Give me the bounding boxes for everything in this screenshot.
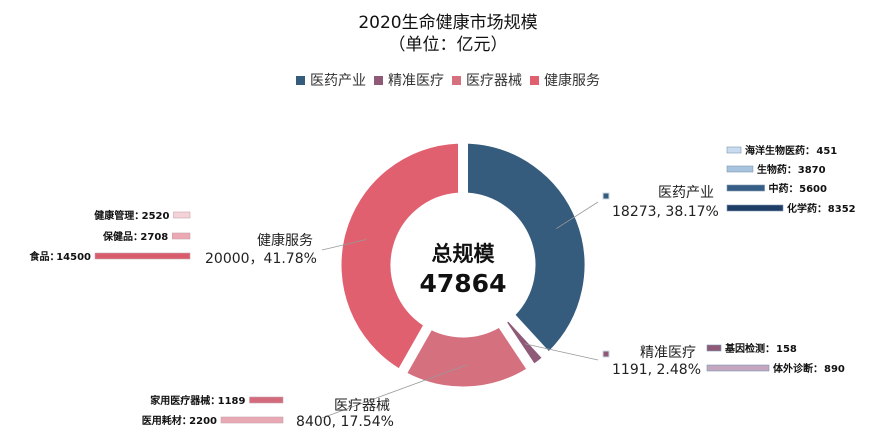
sub-item-value: 14500 xyxy=(56,252,91,263)
legend-swatch xyxy=(296,75,305,85)
sub-item-value: 5600 xyxy=(799,184,827,195)
pie-slice xyxy=(505,320,543,365)
sub-item-value: 2200 xyxy=(189,416,217,427)
sub-item-bar xyxy=(706,364,770,372)
leader-line xyxy=(321,364,467,419)
sub-item-value: 451 xyxy=(816,146,837,157)
label-marker xyxy=(602,192,610,200)
sub-item-label: 海洋生物医药： xyxy=(745,144,815,157)
sub-item-value: 2708 xyxy=(140,232,168,243)
legend-item: 医疗器械 xyxy=(452,70,522,90)
sub-item-label: 健康管理： xyxy=(94,209,144,222)
pie-slice xyxy=(340,142,460,370)
legend-swatch xyxy=(452,75,461,85)
sub-item-label: 生物药： xyxy=(757,163,797,176)
sub-item-label: 化学药： xyxy=(787,202,827,215)
chart-title-block: 2020生命健康市场规模 （单位：亿元） xyxy=(0,12,896,56)
legend-swatch xyxy=(374,75,383,85)
legend-item: 精准医疗 xyxy=(374,70,444,90)
sub-item-value: 1189 xyxy=(218,396,246,407)
sub-item-bar xyxy=(249,396,284,404)
sub-item-label: 中药： xyxy=(769,182,799,195)
leader-line xyxy=(321,239,367,251)
category-value-label: 8400, 17.54% xyxy=(296,414,394,430)
sub-item-label: 保健品： xyxy=(102,230,143,243)
legend-label: 医药产业 xyxy=(310,73,366,89)
category-label: 精准医疗 xyxy=(640,345,696,361)
sub-item-bar xyxy=(220,416,284,424)
chart-title: 2020生命健康市场规模 xyxy=(358,13,538,33)
legend-item: 健康服务 xyxy=(530,70,600,90)
sub-item-bar xyxy=(726,184,765,192)
sub-item-bar xyxy=(173,211,191,219)
sub-item-label: 家用医疗器械： xyxy=(150,394,220,407)
sub-item-value: 3870 xyxy=(798,165,826,176)
center-label-title: 总规模 xyxy=(432,242,496,266)
sub-item-bar xyxy=(726,146,742,154)
sub-item-value: 8352 xyxy=(828,204,856,215)
sub-item-label: 基因检测： xyxy=(724,342,775,355)
sub-item-label: 医用耗材： xyxy=(142,414,192,427)
legend-label: 健康服务 xyxy=(544,73,600,89)
sub-item-label: 食品： xyxy=(29,250,60,263)
category-label: 健康服务 xyxy=(257,232,313,249)
sub-item-bar xyxy=(706,344,722,352)
legend-label: 医疗器械 xyxy=(466,73,522,89)
sub-item-value: 890 xyxy=(824,364,845,375)
legend-label: 精准医疗 xyxy=(388,73,444,89)
sub-item-value: 2520 xyxy=(142,211,170,222)
sub-item-value: 158 xyxy=(776,344,797,355)
sub-item-bar xyxy=(726,165,754,173)
leader-line xyxy=(555,201,599,230)
sub-item-bar xyxy=(726,204,784,212)
chart-subtitle: （单位：亿元） xyxy=(388,35,508,55)
label-marker xyxy=(602,350,610,358)
category-value-label: 18273, 38.17% xyxy=(612,204,719,220)
pie-slice xyxy=(466,142,586,353)
sub-item-bar xyxy=(171,232,191,240)
legend-swatch xyxy=(530,75,539,85)
category-label: 医疗器械 xyxy=(334,398,390,414)
category-label: 医药产业 xyxy=(658,185,714,201)
sub-item-bar xyxy=(94,252,191,260)
leader-line xyxy=(524,343,599,361)
legend-item: 医药产业 xyxy=(296,70,366,90)
center-label-total: 47864 xyxy=(420,269,507,298)
chart-legend: 医药产业 精准医疗 医疗器械 健康服务 xyxy=(0,70,896,90)
sub-item-label: 体外诊断： xyxy=(773,362,823,375)
pie-slice xyxy=(406,326,528,388)
category-value-label: 20000，41.78% xyxy=(205,251,317,267)
category-value-label: 1191, 2.48% xyxy=(612,362,701,378)
